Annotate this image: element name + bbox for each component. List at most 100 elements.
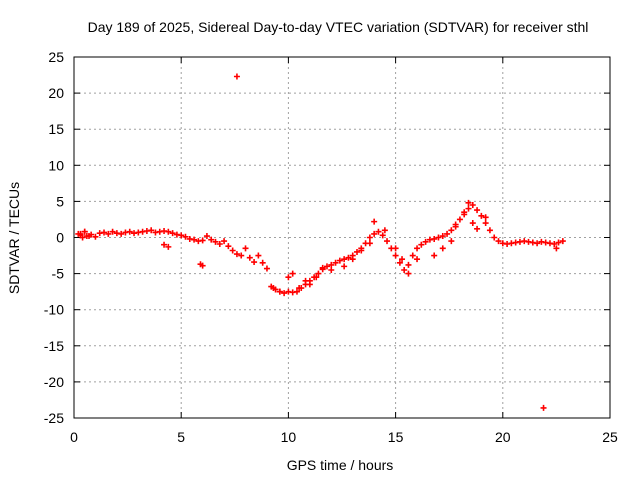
data-point [465,205,472,212]
data-point [77,230,84,237]
data-point [559,238,566,245]
data-point [392,245,399,252]
data-point [212,238,219,245]
data-point [79,234,86,241]
data-point [233,73,240,80]
data-point [405,261,412,268]
data-point [302,277,309,284]
data-point [435,234,442,241]
data-point [555,239,562,246]
x-tick-label: 15 [388,429,404,445]
data-point [478,212,485,219]
data-point [165,243,172,250]
data-point [409,252,416,259]
data-point [396,259,403,266]
data-point [242,245,249,252]
x-tick-label: 25 [602,429,618,445]
data-point [399,256,406,263]
data-point [109,228,116,235]
data-point [371,218,378,225]
data-point [178,232,185,239]
y-tick-label: -10 [44,302,64,318]
y-tick-label: 0 [56,230,64,246]
data-point [208,236,215,243]
x-tick-label: 5 [177,429,185,445]
x-tick-label: 0 [70,429,78,445]
data-point [358,247,365,254]
data-point [336,257,343,264]
data-point [465,199,472,206]
data-point [371,230,378,237]
data-point [276,288,283,295]
axis-ticks [73,56,611,419]
data-point [315,270,322,277]
data-point [534,240,541,247]
data-point [401,266,408,273]
data-point [332,259,339,266]
data-point [551,240,558,247]
data-point [225,243,232,250]
data-point [313,274,320,281]
data-point [281,290,288,297]
data-point [366,240,373,247]
data-point [381,227,388,234]
data-point [221,238,228,245]
data-point [199,262,206,269]
data-point [165,228,172,235]
data-point [431,252,438,259]
data-point [259,259,266,266]
grid-lines [74,57,610,418]
data-point [448,238,455,245]
data-point [296,285,303,292]
data-point [553,245,560,252]
data-point [486,227,493,234]
data-point [414,256,421,263]
data-point [161,241,168,248]
data-point [469,220,476,227]
data-point [469,202,476,209]
data-point [392,252,399,259]
data-point [384,238,391,245]
data-point [246,254,253,261]
data-point [474,225,481,232]
data-point [439,233,446,240]
data-point [414,245,421,252]
data-point [263,265,270,272]
y-axis-label: SDTVAR / TECUs [6,182,22,294]
data-point [285,274,292,281]
data-point [345,254,352,261]
data-point [306,281,313,288]
data-point [105,230,112,237]
data-point [229,247,236,254]
y-tick-label: 25 [48,49,64,65]
y-tick-label: 15 [48,121,64,137]
data-point [238,252,245,259]
data-point [118,230,125,237]
data-point [456,216,463,223]
data-point [216,240,223,247]
data-point [461,209,468,216]
data-point [431,235,438,242]
data-point [126,228,133,235]
tick-labels: 25 20 15 10 5 0 -5 -10 -15 -20 -25 0 5 10 15 20 25 [44,49,618,445]
data-point [293,288,300,295]
chart-title: Day 189 of 2025, Sidereal Day-to-day VTE… [88,19,589,35]
y-tick-label: 10 [48,157,64,173]
data-point [169,230,176,237]
data-point [452,223,459,230]
data-point [439,245,446,252]
x-tick-label: 20 [495,429,511,445]
data-point [199,237,206,244]
data-point [366,234,373,241]
data-point [191,236,198,243]
data-point [323,263,330,270]
data-point [341,263,348,270]
data-point [341,256,348,263]
data-points [75,73,566,411]
data-point [289,270,296,277]
data-point [422,238,429,245]
data-point [540,404,547,411]
data-point [328,266,335,273]
plot-frame [73,56,611,419]
data-point [405,270,412,277]
